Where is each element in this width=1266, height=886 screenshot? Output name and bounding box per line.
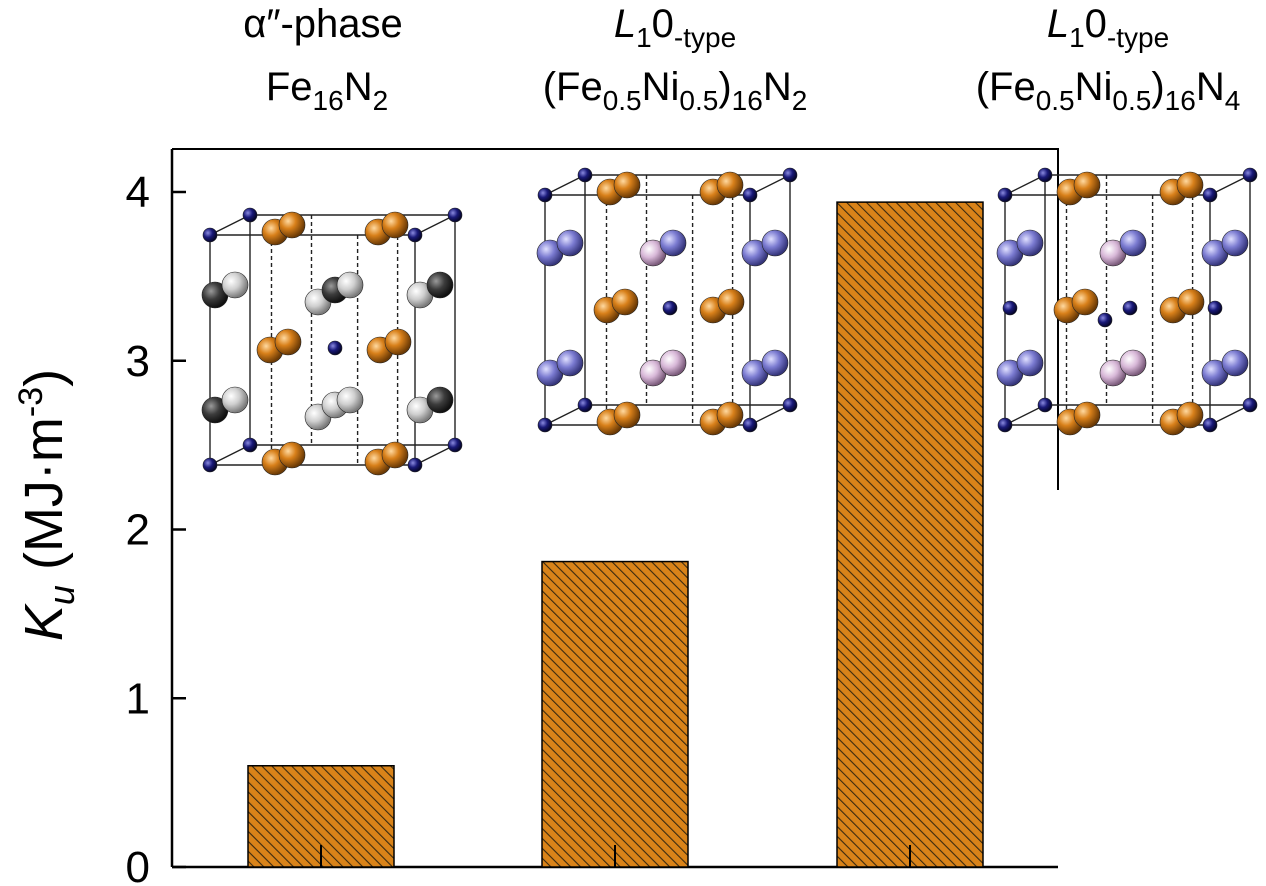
fenin4-cell: [996, 167, 1258, 436]
y-tick-label-3: 3: [126, 337, 150, 386]
crystal-structures: [201, 167, 1258, 476]
y-tick-label-2: 2: [126, 506, 150, 555]
y-tick-label-4: 4: [126, 168, 150, 217]
category-label-0-line2: Fe16N2: [266, 65, 388, 116]
y-axis-ticks: 0 1 2 3 4: [126, 168, 186, 886]
plot-top-border: [172, 148, 1059, 490]
category-label-2-line2: (Fe0.5Ni0.5)16N4: [976, 65, 1241, 116]
category-label-1-line1: L10-type: [614, 2, 736, 53]
category-label-1-line2: (Fe0.5Ni0.5)16N2: [543, 65, 808, 116]
fe16n2-cell: [201, 207, 463, 476]
bar-2: [836, 201, 984, 868]
category-label-0-line1: α″-phase: [243, 2, 403, 46]
bar-1: [541, 560, 689, 868]
bars-group: [247, 201, 984, 868]
y-tick-label-1: 1: [126, 674, 150, 723]
fenin2-cell: [536, 167, 798, 436]
category-label-2-line1: L10-type: [1047, 2, 1169, 53]
y-axis-label: Ku (MJ·m-3): [12, 369, 82, 641]
y-tick-label-0: 0: [126, 843, 150, 886]
